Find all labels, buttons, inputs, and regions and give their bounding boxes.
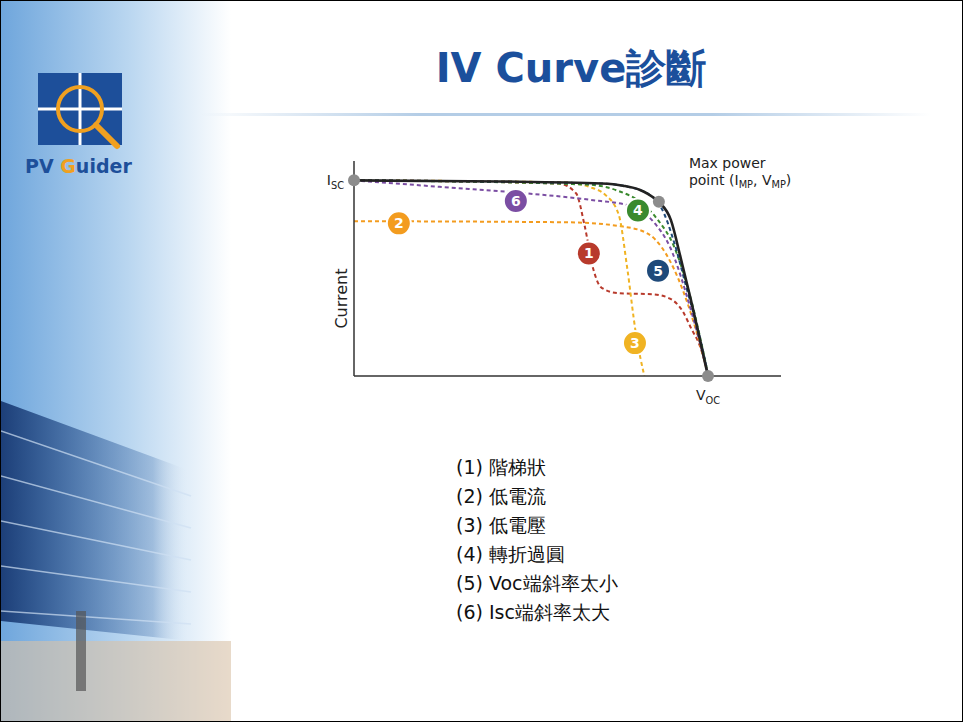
html-text:(4) 轉折過圓: (4) 轉折過圓	[456, 543, 565, 565]
svg-text:5: 5	[653, 263, 663, 279]
svg-text:3: 3	[630, 335, 640, 351]
svg-text:PV Guider: PV Guider	[25, 155, 132, 177]
svg-text:ISC: ISC	[327, 172, 344, 191]
svg-text:Current: Current	[332, 269, 351, 329]
html-text:(2) 低電流: (2) 低電流	[456, 485, 546, 507]
svg-text:Max power: Max power	[689, 155, 766, 171]
svg-text:VOC: VOC	[696, 387, 720, 406]
html-text:IV Curve診斷: IV Curve診斷	[435, 45, 707, 91]
svg-text:point (IMP, VMP): point (IMP, VMP)	[689, 172, 791, 191]
html-text:(3) 低電壓: (3) 低電壓	[456, 514, 546, 536]
html-text:(1) 階梯狀: (1) 階梯狀	[456, 456, 546, 478]
svg-text:1: 1	[584, 245, 594, 261]
svg-text:6: 6	[511, 193, 521, 209]
html-text:(5) Voc端斜率太小: (5) Voc端斜率太小	[456, 572, 618, 594]
svg-text:4: 4	[633, 202, 643, 218]
svg-text:2: 2	[394, 215, 404, 231]
html-text:(6) Isc端斜率太大: (6) Isc端斜率太大	[456, 601, 610, 623]
